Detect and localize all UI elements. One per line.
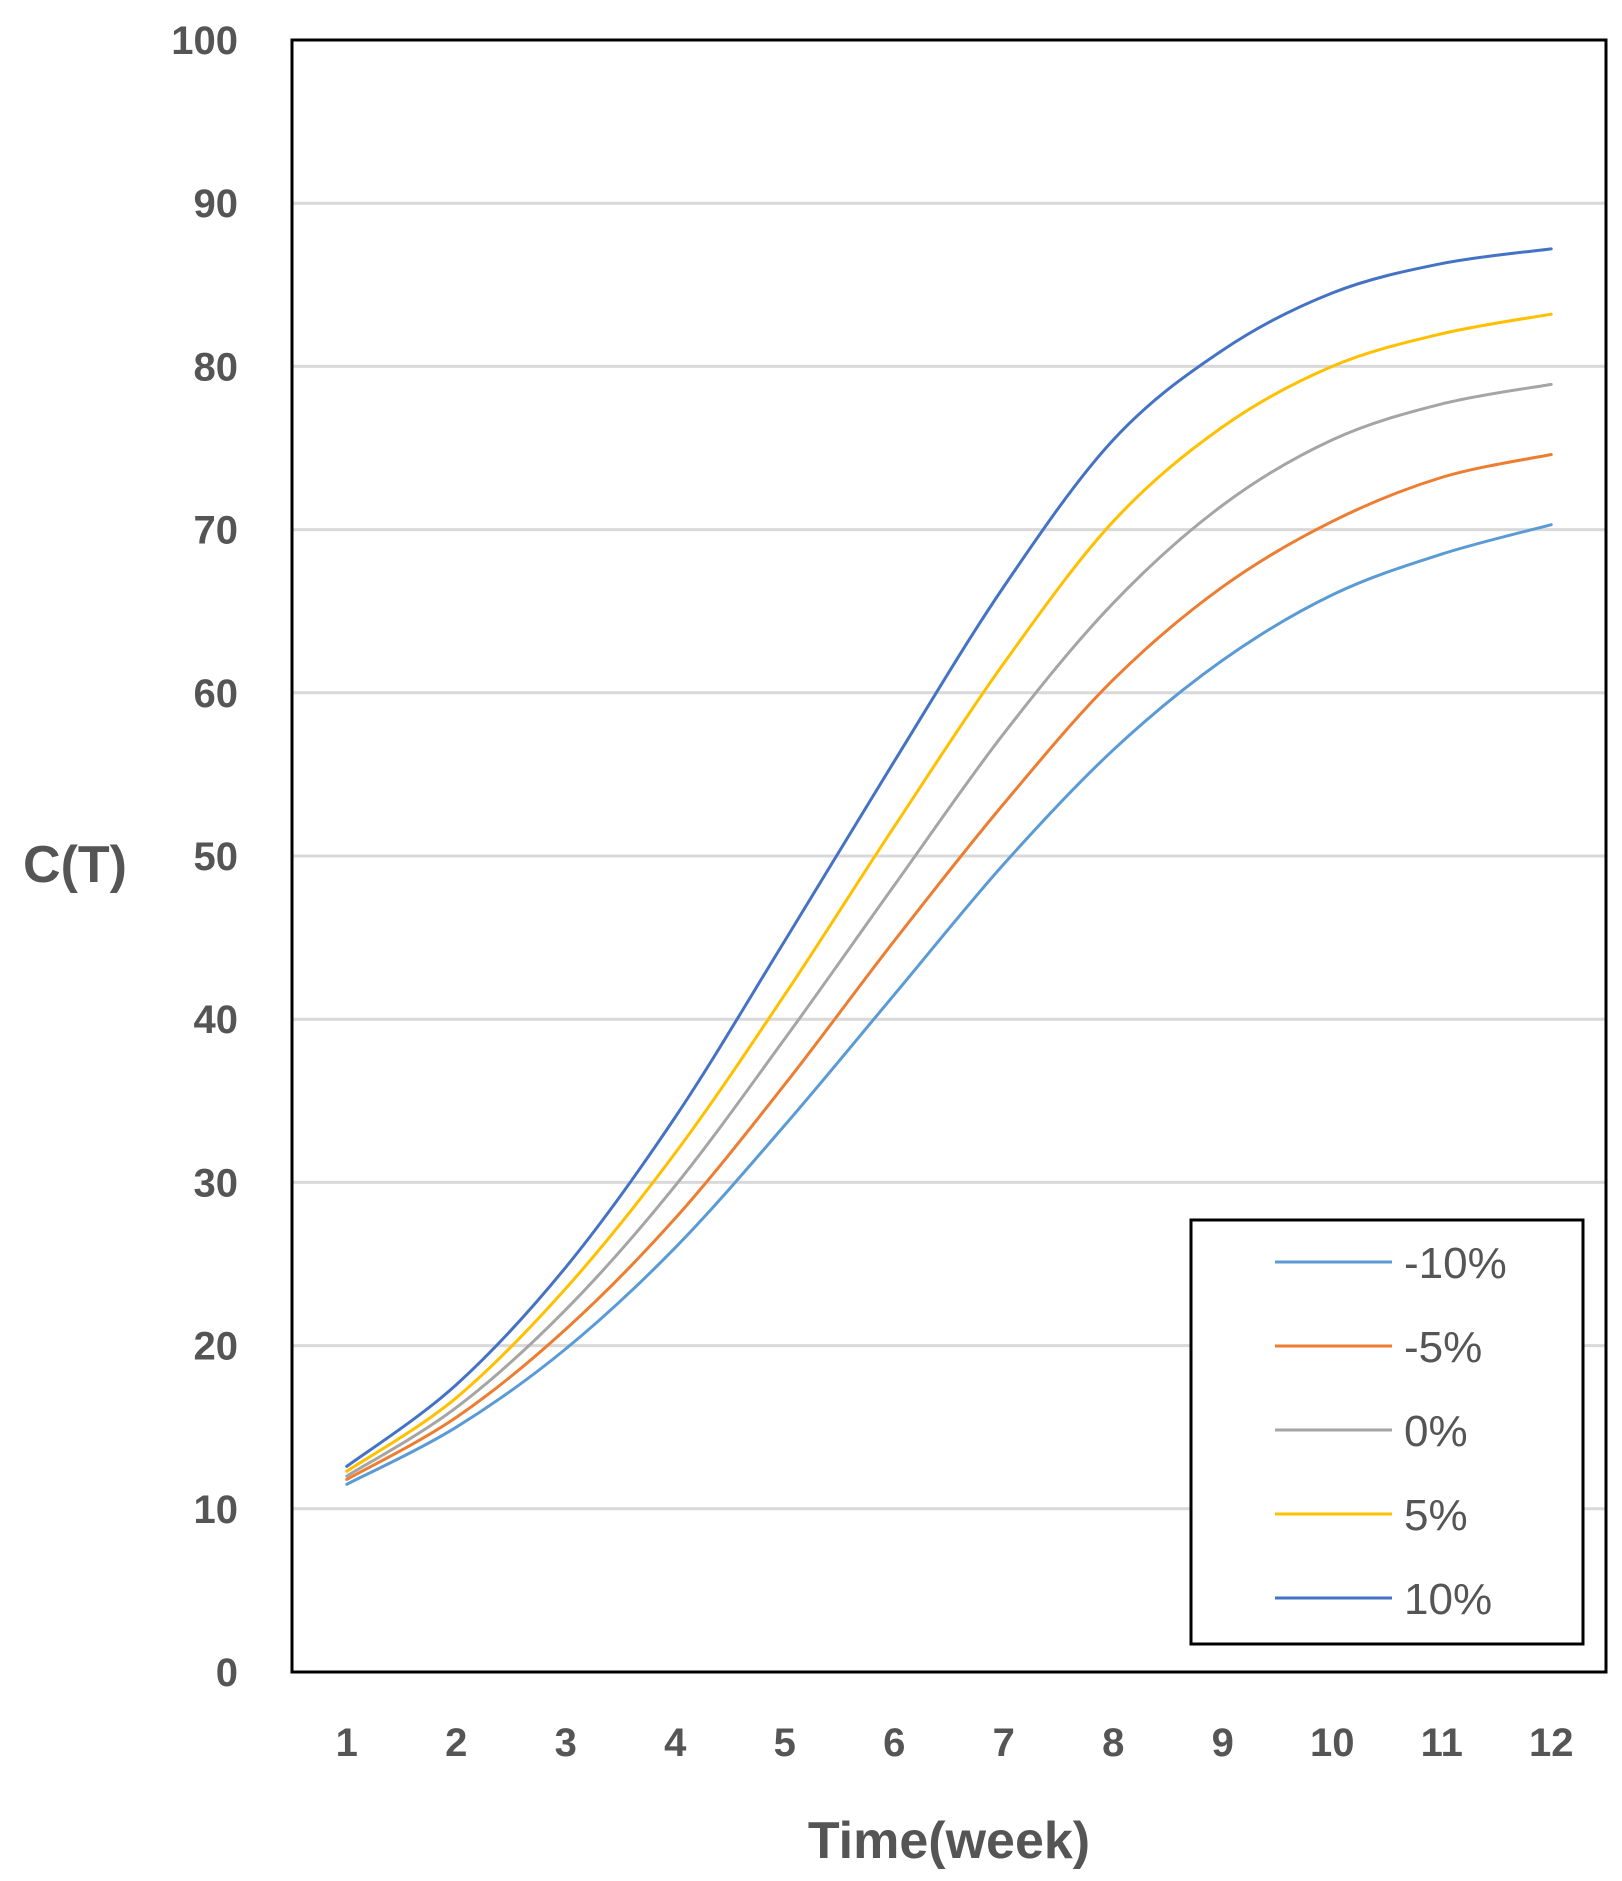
x-tick-label: 10	[1310, 1721, 1355, 1765]
legend: -10% -5% 0% 5% 10%	[1189, 1218, 1585, 1646]
x-tick-label: 1	[336, 1721, 358, 1765]
legend-label: 5%	[1404, 1491, 1468, 1540]
legend-label: 0%	[1404, 1407, 1468, 1456]
y-tick-label: 10	[194, 1488, 239, 1532]
series-line-4	[345, 247, 1553, 1468]
y-tick-label: 60	[194, 672, 239, 716]
y-tick-label: 100	[171, 19, 238, 63]
legend-label: 10%	[1404, 1575, 1492, 1624]
x-tick-label: 4	[664, 1721, 687, 1765]
y-tick-label: 50	[194, 835, 239, 879]
y-tick-label: 70	[194, 509, 239, 553]
y-tick-label: 80	[194, 345, 239, 389]
y-tick-label: 30	[194, 1161, 239, 1205]
x-tick-label: 2	[445, 1721, 467, 1765]
y-axis-title: C(T)	[23, 836, 127, 894]
x-tick-label: 8	[1102, 1721, 1124, 1765]
y-tick-label: 40	[194, 998, 239, 1042]
plot-area-border	[290, 38, 1608, 1674]
x-tick-label: 7	[993, 1721, 1015, 1765]
x-tick-label: 11	[1421, 1721, 1463, 1765]
x-axis-title: Time(week)	[808, 1812, 1090, 1870]
x-tick-label: 6	[883, 1721, 905, 1765]
x-tick-label: 5	[774, 1721, 796, 1765]
series-line-1	[345, 453, 1553, 1481]
series-line-3	[345, 312, 1553, 1473]
legend-label: -10%	[1404, 1239, 1507, 1288]
x-tick-label: 3	[555, 1721, 577, 1765]
y-tick-label: 0	[216, 1651, 238, 1695]
legend-box	[1189, 1218, 1585, 1646]
series-line-2	[345, 382, 1553, 1478]
series-line-0	[345, 523, 1553, 1486]
y-tick-label: 90	[194, 182, 239, 226]
x-tick-label: 9	[1212, 1721, 1234, 1765]
series-lines	[345, 247, 1553, 1486]
x-tick-label: 12	[1529, 1721, 1574, 1765]
y-tick-label: 20	[194, 1325, 239, 1369]
legend-items: -10% -5% 0% 5% 10%	[1275, 1239, 1507, 1624]
legend-label: -5%	[1404, 1323, 1482, 1372]
y-axis-ticks: 0 10 20 30 40 50 60 70 80 90 100	[171, 19, 238, 1695]
x-axis-ticks: 1 2 3 4 5 6 7 8 9 10 11 12	[336, 1721, 1574, 1765]
